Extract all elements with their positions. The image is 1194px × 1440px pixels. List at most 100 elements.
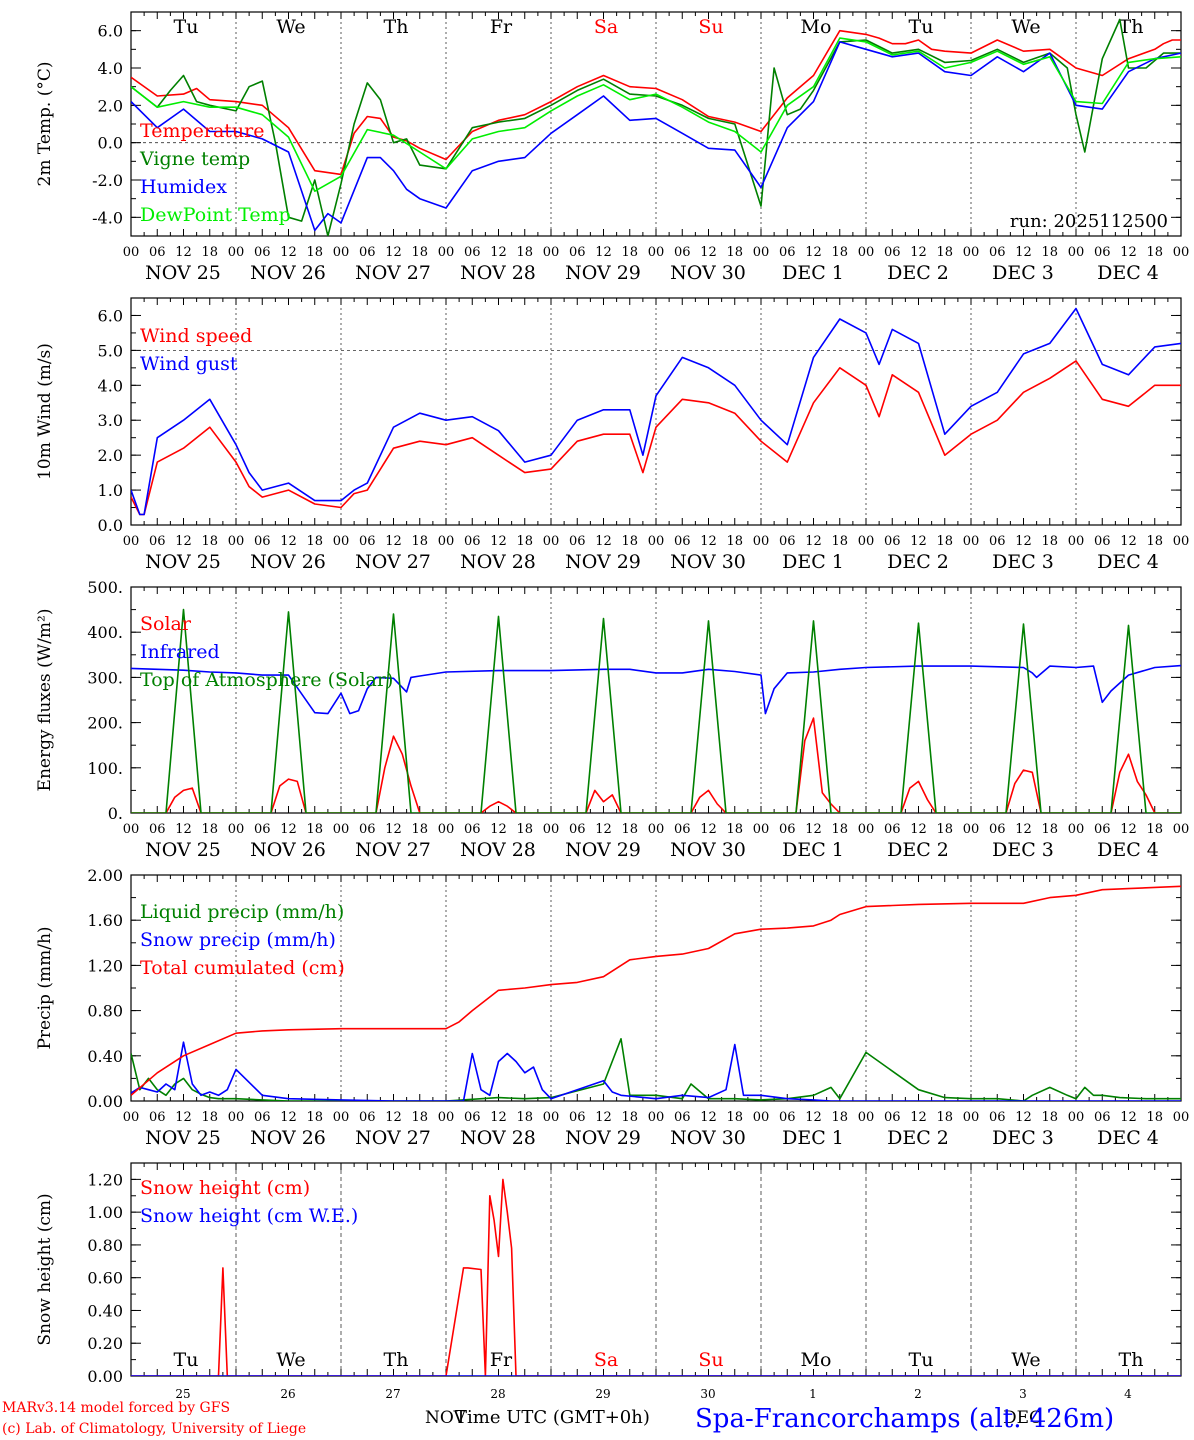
day-number-label: 26 [280,1387,295,1401]
weekday-label: Fr [490,1349,513,1371]
y-tick-label: 2.0 [98,96,123,115]
legend-entry: Wind gust [140,353,238,375]
hour-label: 06 [779,534,796,549]
series-line-humidex [131,41,1181,232]
hour-label: 18 [726,534,743,549]
footer-model-credit: MARv3.14 model forced by GFS [2,1400,230,1416]
hour-label: 12 [385,1110,402,1125]
hour-label: 06 [149,822,166,837]
hour-label: 18 [621,245,638,260]
day-number-label: 30 [700,1387,715,1401]
legend-entry: Snow precip (mm/h) [140,929,336,951]
hour-label: 00 [648,1110,665,1125]
weekday-label: Fr [490,16,513,38]
date-label: NOV 26 [250,839,326,861]
hour-label: 00 [753,822,770,837]
weekday-label: Tu [174,16,199,38]
hour-label: 18 [831,245,848,260]
hour-label: 12 [1120,1110,1137,1125]
hour-label: 06 [149,245,166,260]
hour-label: 00 [228,1110,245,1125]
y-axis-label: Precip (mm/h) [35,926,55,1049]
hour-label: 06 [1094,534,1111,549]
hour-label: 18 [621,822,638,837]
hour-label: 00 [1173,245,1190,260]
hour-label: 18 [1041,822,1058,837]
weekday-label: Sa [594,16,618,38]
hour-label: 18 [1146,822,1163,837]
hour-label: 18 [1041,534,1058,549]
hour-label: 00 [228,534,245,549]
date-label: DEC 1 [782,262,844,284]
hour-label: 18 [516,822,533,837]
hour-label: 00 [858,1110,875,1125]
series-line-dewpoint-temp [131,37,1181,192]
hour-label: 12 [175,245,192,260]
hour-label: 00 [648,534,665,549]
hour-label: 00 [543,822,560,837]
hour-label: 06 [989,245,1006,260]
y-tick-label: 2.00 [87,866,123,885]
legend-entry: Wind speed [140,325,252,347]
hour-label: 00 [543,245,560,260]
hour-label: 06 [569,1110,586,1125]
hour-label: 06 [884,822,901,837]
y-tick-label: 4.0 [98,59,123,78]
hour-label: 06 [359,822,376,837]
y-axis-label: 2m Temp. (°C) [35,61,55,186]
hour-label: 00 [333,822,350,837]
hour-label: 00 [1068,245,1085,260]
y-tick-label: 0.40 [87,1047,123,1066]
hour-label: 18 [831,534,848,549]
footer-copyright: (c) Lab. of Climatology, University of L… [2,1421,306,1437]
y-tick-label: 100. [87,759,123,778]
hour-label: 12 [490,245,507,260]
x-axis-title: Time UTC (GMT+0h) [455,1407,650,1428]
y-tick-label: -4.0 [92,208,123,227]
hour-label: 12 [805,245,822,260]
hour-label: 12 [280,245,297,260]
date-label: DEC 2 [887,839,949,861]
hour-label: 12 [805,1110,822,1125]
day-number-label: 4 [1124,1387,1132,1401]
hour-label: 06 [1094,245,1111,260]
date-label: NOV 25 [145,839,221,861]
weekday-label: Su [698,1349,723,1371]
y-tick-label: 1.20 [87,956,123,975]
y-tick-label: 0.60 [87,1269,123,1288]
date-label: NOV 30 [670,839,746,861]
hour-label: 12 [1015,245,1032,260]
hour-label: 12 [1015,822,1032,837]
day-number-label: 3 [1019,1387,1027,1401]
date-label: NOV 29 [565,262,641,284]
weekday-label: We [276,16,305,38]
hour-label: 00 [753,245,770,260]
y-tick-label: 1.20 [87,1170,123,1189]
y-tick-label: 0.80 [87,1002,123,1021]
y-tick-label: -2.0 [92,171,123,190]
date-label: NOV 28 [460,551,536,573]
hour-label: 00 [648,822,665,837]
hour-label: 12 [280,822,297,837]
hour-label: 12 [1120,822,1137,837]
day-number-label: 1 [809,1387,817,1401]
hour-label: 12 [910,534,927,549]
hour-label: 00 [438,534,455,549]
hour-label: 18 [936,245,953,260]
day-number-label: 28 [490,1387,505,1401]
legend-entry: Snow height (cm) [140,1177,310,1199]
hour-label: 18 [726,245,743,260]
date-label: NOV 30 [670,262,746,284]
hour-label: 06 [464,534,481,549]
date-label: NOV 29 [565,1127,641,1149]
hour-label: 06 [464,1110,481,1125]
panel-3: 500. 400. 300. 200. 100. 0. Energy fluxes (W/m… [35,578,1189,861]
panel-5: 1.20 1.00 0.80 0.60 0.40 0.20 0.00 Snow height … [35,1162,1182,1401]
hour-label: 12 [595,1110,612,1125]
hour-label: 06 [359,1110,376,1125]
weekday-label: We [1011,16,1040,38]
y-tick-label: 4.0 [98,376,123,395]
hour-label: 00 [963,245,980,260]
hour-label: 00 [858,822,875,837]
